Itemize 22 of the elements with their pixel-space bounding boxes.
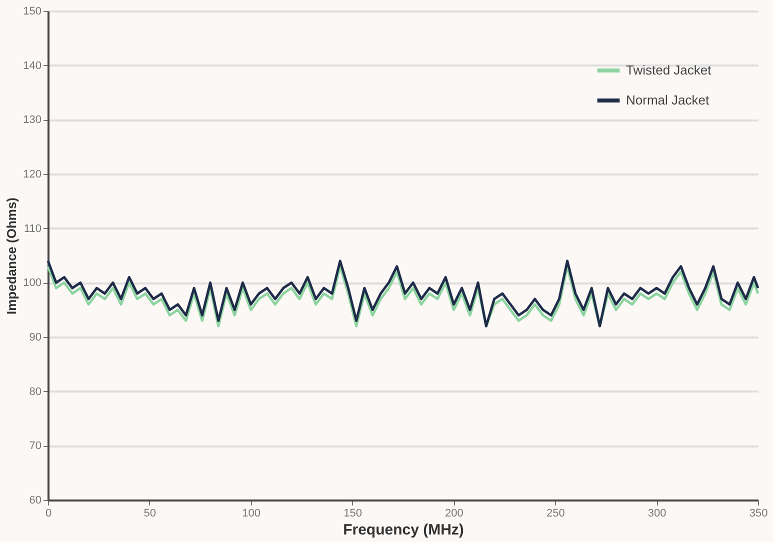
y-tick-label: 130 [23,114,42,126]
legend-label: Twisted Jacket [626,62,712,78]
x-tick-label: 0 [45,508,52,520]
x-axis-title: Frequency (MHz) [343,522,464,538]
x-tick-label: 200 [445,508,464,520]
y-tick-label: 80 [29,386,42,398]
y-tick-label: 120 [23,168,42,180]
x-tick-label: 50 [144,508,156,520]
y-tick-label: 150 [23,6,42,18]
y-tick-label: 90 [29,332,42,344]
x-tick-label: 250 [546,508,565,520]
x-tick-label: 300 [648,508,666,520]
x-tick-label: 100 [242,508,261,520]
legend-label: Normal Jacket [626,92,710,108]
y-tick-label: 110 [24,222,42,235]
y-tick-label: 140 [23,60,42,72]
y-axis-title: Impedance (Ohms) [4,197,20,315]
y-tick-label: 70 [29,440,42,452]
x-tick-label: 150 [344,508,362,520]
y-tick-label: 100 [23,277,42,290]
x-tick-label: 350 [749,508,768,520]
y-tick-label: 60 [29,494,42,506]
